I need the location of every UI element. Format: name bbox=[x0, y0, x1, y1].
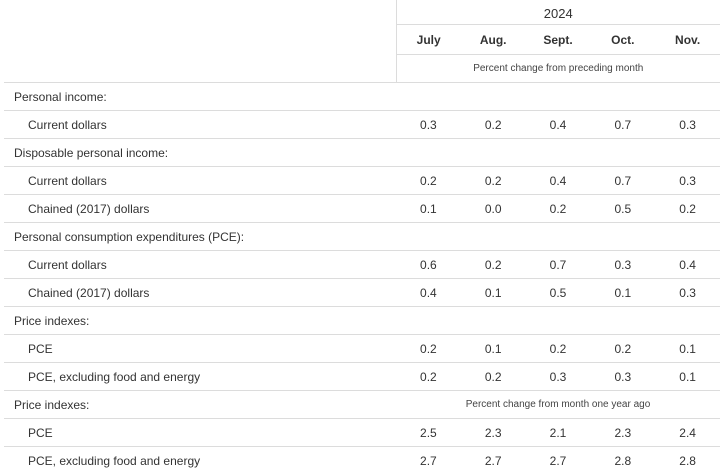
value-cell: 0.6 bbox=[396, 251, 461, 279]
value-cell: 2.5 bbox=[396, 419, 461, 447]
value-cell: 0.3 bbox=[396, 111, 461, 139]
value-cell: 0.3 bbox=[590, 251, 655, 279]
row-label: PCE, excluding food and energy bbox=[4, 363, 396, 391]
value-cell: 0.7 bbox=[526, 251, 591, 279]
value-cell: 0.0 bbox=[461, 195, 526, 223]
value-cell: 0.4 bbox=[526, 111, 591, 139]
value-cell: 0.2 bbox=[396, 335, 461, 363]
empty-value-cell bbox=[396, 307, 720, 335]
month-header-nov: Nov. bbox=[655, 25, 720, 55]
section-label: Personal consumption expenditures (PCE): bbox=[4, 223, 396, 251]
value-cell: 0.3 bbox=[655, 167, 720, 195]
value-cell: 0.1 bbox=[461, 335, 526, 363]
value-cell: 0.2 bbox=[590, 335, 655, 363]
header-blank-cell bbox=[4, 0, 396, 25]
row-label: Chained (2017) dollars bbox=[4, 195, 396, 223]
section-label: Price indexes: bbox=[4, 307, 396, 335]
table-row: Price indexes:Percent change from month … bbox=[4, 391, 720, 419]
value-cell: 2.4 bbox=[655, 419, 720, 447]
value-cell: 0.2 bbox=[526, 195, 591, 223]
value-cell: 0.4 bbox=[655, 251, 720, 279]
header-blank-cell bbox=[4, 25, 396, 55]
value-cell: 0.4 bbox=[526, 167, 591, 195]
income-outlays-table: 2024 July Aug. Sept. Oct. Nov. Percent c… bbox=[4, 0, 720, 474]
value-cell: 0.1 bbox=[461, 279, 526, 307]
value-cell: 0.2 bbox=[461, 167, 526, 195]
value-cell: 0.1 bbox=[655, 335, 720, 363]
table-row: Disposable personal income: bbox=[4, 139, 720, 167]
header-blank-cell bbox=[4, 55, 396, 83]
table-row: Personal income: bbox=[4, 83, 720, 111]
value-cell: 2.3 bbox=[590, 419, 655, 447]
month-header-sept: Sept. bbox=[526, 25, 591, 55]
row-label: Current dollars bbox=[4, 167, 396, 195]
empty-value-cell bbox=[396, 83, 720, 111]
value-cell: 0.5 bbox=[590, 195, 655, 223]
month-header-oct: Oct. bbox=[590, 25, 655, 55]
empty-value-cell bbox=[396, 223, 720, 251]
value-cell: 0.3 bbox=[655, 279, 720, 307]
row-label: Chained (2017) dollars bbox=[4, 279, 396, 307]
unit-yearly-label: Percent change from month one year ago bbox=[396, 391, 720, 419]
value-cell: 2.8 bbox=[590, 447, 655, 474]
value-cell: 0.5 bbox=[526, 279, 591, 307]
value-cell: 0.2 bbox=[396, 363, 461, 391]
value-cell: 2.7 bbox=[396, 447, 461, 474]
value-cell: 0.2 bbox=[396, 167, 461, 195]
value-cell: 0.1 bbox=[655, 363, 720, 391]
year-header-row: 2024 bbox=[4, 0, 720, 25]
value-cell: 0.2 bbox=[461, 251, 526, 279]
value-cell: 0.1 bbox=[590, 279, 655, 307]
section-label: Price indexes: bbox=[4, 391, 396, 419]
empty-value-cell bbox=[396, 139, 720, 167]
table-row: Price indexes: bbox=[4, 307, 720, 335]
section-label: Disposable personal income: bbox=[4, 139, 396, 167]
value-cell: 2.3 bbox=[461, 419, 526, 447]
value-cell: 2.1 bbox=[526, 419, 591, 447]
value-cell: 0.3 bbox=[590, 363, 655, 391]
row-label: Current dollars bbox=[4, 111, 396, 139]
row-label: PCE bbox=[4, 419, 396, 447]
year-header: 2024 bbox=[396, 0, 720, 25]
value-cell: 0.7 bbox=[590, 111, 655, 139]
table-header: 2024 July Aug. Sept. Oct. Nov. Percent c… bbox=[4, 0, 720, 83]
value-cell: 0.1 bbox=[396, 195, 461, 223]
value-cell: 2.8 bbox=[655, 447, 720, 474]
section-label: Personal income: bbox=[4, 83, 396, 111]
value-cell: 0.7 bbox=[590, 167, 655, 195]
row-label: PCE bbox=[4, 335, 396, 363]
value-cell: 0.2 bbox=[655, 195, 720, 223]
table-row: Personal consumption expenditures (PCE): bbox=[4, 223, 720, 251]
unit-header-row: Percent change from preceding month bbox=[4, 55, 720, 83]
value-cell: 0.2 bbox=[526, 335, 591, 363]
value-cell: 2.7 bbox=[526, 447, 591, 474]
value-cell: 0.3 bbox=[526, 363, 591, 391]
row-label: Current dollars bbox=[4, 251, 396, 279]
month-header-july: July bbox=[396, 25, 461, 55]
value-cell: 0.4 bbox=[396, 279, 461, 307]
value-cell: 0.2 bbox=[461, 363, 526, 391]
value-cell: 0.3 bbox=[655, 111, 720, 139]
row-label: PCE, excluding food and energy bbox=[4, 447, 396, 474]
month-header-row: July Aug. Sept. Oct. Nov. bbox=[4, 25, 720, 55]
month-header-aug: Aug. bbox=[461, 25, 526, 55]
value-cell: 0.2 bbox=[461, 111, 526, 139]
value-cell: 2.7 bbox=[461, 447, 526, 474]
unit-monthly-label: Percent change from preceding month bbox=[396, 55, 720, 83]
